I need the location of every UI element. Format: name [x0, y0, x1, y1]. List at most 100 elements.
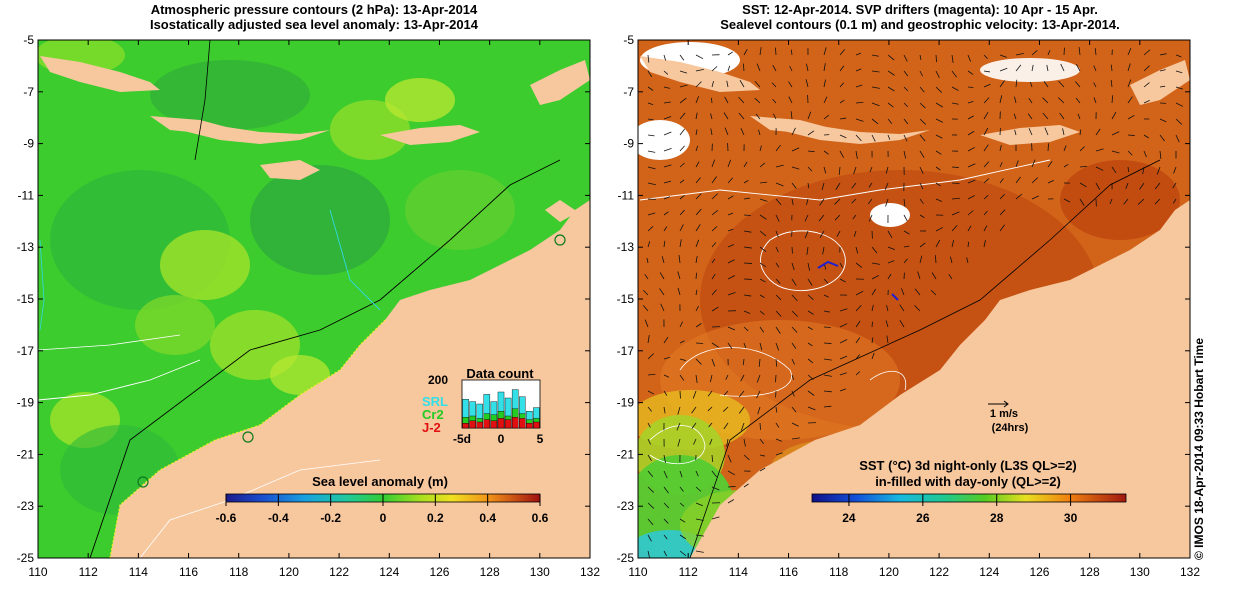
velocity-arrow — [967, 179, 976, 184]
velocity-arrow — [871, 275, 879, 280]
velocity-arrow — [1127, 114, 1135, 120]
velocity-arrow — [839, 150, 844, 158]
velocity-arrow — [935, 239, 941, 248]
velocity-arrow — [772, 98, 777, 104]
velocity-arrow — [852, 214, 857, 220]
velocity-arrow — [839, 355, 848, 360]
velocity-arrow — [1111, 166, 1117, 174]
velocity-arrow — [727, 499, 735, 504]
velocity-arrow — [695, 486, 702, 492]
velocity-arrow — [855, 150, 858, 159]
velocity-arrow — [871, 70, 880, 73]
velocity-arrow — [790, 111, 793, 120]
velocity-arrow — [758, 358, 761, 367]
sst-colorbar: SST (°C) 3d night-only (L3S QL>=2) in-fi… — [811, 458, 1127, 525]
velocity-arrow — [679, 112, 686, 120]
velocity-arrow — [743, 342, 747, 349]
sst-colorbar-tick: 28 — [990, 511, 1004, 525]
velocity-arrow — [647, 182, 656, 186]
velocity-arrow — [1175, 54, 1182, 58]
velocity-arrow — [999, 193, 1005, 200]
left-lon-tick-label: 126 — [429, 565, 449, 579]
velocity-arrow — [1031, 50, 1038, 56]
velocity-arrow — [1111, 111, 1117, 120]
velocity-arrow — [1111, 150, 1120, 154]
vector-scale: 1 m/s (24hrs) — [988, 400, 1029, 434]
velocity-arrow — [647, 226, 654, 232]
velocity-arrow — [805, 79, 809, 88]
left-lon-tick-label: 132 — [580, 565, 600, 579]
velocity-arrow — [679, 70, 688, 74]
velocity-arrow — [679, 128, 685, 136]
velocity-arrow — [838, 166, 841, 175]
velocity-arrow — [709, 438, 713, 445]
right-lon-tick-label: 114 — [729, 565, 748, 579]
velocity-arrow — [839, 262, 844, 268]
velocity-arrow — [903, 150, 907, 159]
velocity-arrow — [807, 150, 815, 153]
velocity-arrow — [887, 118, 893, 124]
velocity-arrow — [647, 486, 654, 493]
velocity-arrow — [1175, 134, 1180, 143]
data-count-title: Data count — [466, 366, 534, 381]
velocity-arrow — [791, 390, 795, 397]
velocity-arrow — [772, 64, 777, 72]
velocity-arrow — [695, 208, 702, 216]
velocity-arrow — [711, 176, 718, 184]
velocity-arrow — [887, 102, 894, 108]
velocity-arrow — [775, 47, 777, 56]
velocity-arrow — [855, 354, 861, 360]
velocity-arrow — [935, 166, 941, 171]
velocity-arrow — [887, 70, 895, 76]
sla-colorbar-tick: 0.4 — [479, 511, 496, 525]
velocity-arrow — [691, 406, 697, 414]
velocity-arrow — [983, 144, 989, 152]
velocity-arrow — [693, 438, 697, 445]
velocity-arrow — [663, 180, 672, 184]
velocity-arrow — [759, 278, 766, 283]
sst-colorbar-tick: 24 — [842, 511, 856, 525]
velocity-arrow — [726, 80, 729, 88]
velocity-arrow — [663, 196, 671, 200]
left-lon-tick-label: 122 — [329, 565, 349, 579]
velocity-arrow — [967, 101, 974, 104]
velocity-arrow — [679, 179, 685, 184]
velocity-arrow — [663, 534, 668, 540]
velocity-arrow — [999, 95, 1003, 104]
velocity-arrow — [886, 305, 889, 312]
velocity-arrow — [1143, 150, 1147, 158]
left-lat-tick-label: -23 — [17, 499, 35, 513]
velocity-arrow — [869, 166, 873, 173]
velocity-arrow — [1047, 179, 1054, 184]
velocity-arrow — [948, 274, 953, 280]
velocity-arrow — [819, 198, 825, 206]
velocity-arrow — [743, 438, 746, 447]
velocity-arrow — [1095, 148, 1104, 152]
velocity-arrow — [807, 182, 810, 189]
velocity-arrow — [935, 118, 944, 123]
velocity-arrow — [855, 68, 862, 72]
velocity-arrow — [839, 82, 845, 88]
velocity-arrow — [1014, 96, 1017, 104]
velocity-arrow — [914, 305, 921, 312]
velocity-arrow — [727, 159, 732, 168]
velocity-arrow — [935, 102, 944, 108]
velocity-arrow — [1031, 64, 1034, 72]
velocity-arrow — [935, 134, 943, 139]
velocity-arrow — [821, 182, 825, 191]
velocity-arrow — [775, 326, 781, 334]
velocity-arrow — [919, 214, 925, 218]
velocity-arrow — [983, 70, 991, 73]
velocity-arrow — [822, 246, 825, 255]
velocity-arrow — [759, 181, 768, 184]
velocity-arrow — [725, 374, 729, 380]
velocity-arrow — [919, 150, 925, 158]
velocity-arrow — [1127, 96, 1133, 104]
velocity-arrow — [775, 294, 782, 301]
velocity-arrow — [951, 211, 960, 216]
right-lat-tick-label: -11 — [618, 188, 635, 202]
velocity-arrow — [887, 134, 891, 140]
velocity-arrow — [647, 353, 654, 360]
